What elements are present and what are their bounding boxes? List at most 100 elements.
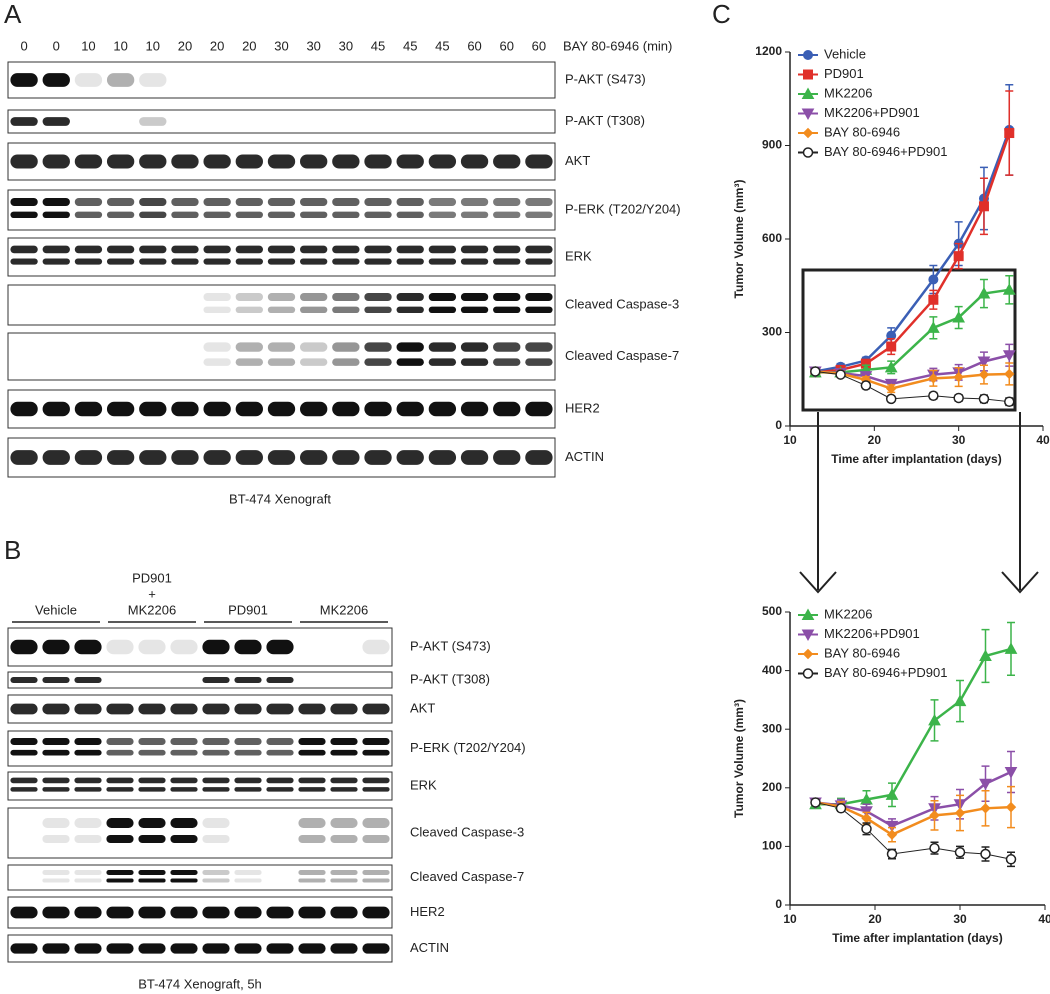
band	[364, 245, 392, 254]
band	[267, 154, 296, 169]
band	[332, 245, 360, 254]
band	[74, 878, 102, 883]
group-label: PD901	[228, 602, 268, 617]
band	[364, 342, 392, 352]
band	[234, 676, 262, 684]
y-axis-label: Tumor Volume (mm³)	[732, 180, 746, 299]
band	[10, 676, 38, 684]
band	[298, 738, 326, 745]
band	[364, 198, 392, 206]
zoom-box	[801, 268, 1017, 412]
band	[139, 154, 167, 169]
band	[171, 401, 199, 417]
band	[362, 906, 390, 919]
x-tick-label: 20	[868, 912, 882, 926]
legend-label: MK2206+PD901	[824, 626, 920, 641]
band	[460, 211, 489, 218]
blot-frame	[7, 730, 393, 767]
band	[267, 258, 296, 265]
y-tick-label: 100	[762, 839, 782, 853]
band	[42, 639, 70, 655]
marker	[802, 127, 814, 139]
band	[330, 703, 358, 715]
band	[138, 906, 166, 919]
band	[525, 306, 553, 313]
band	[42, 245, 70, 254]
band	[300, 293, 328, 301]
band	[362, 870, 390, 875]
marker	[801, 87, 815, 99]
band	[74, 749, 102, 756]
band	[364, 401, 392, 417]
band	[42, 870, 70, 875]
band	[74, 73, 103, 87]
marker	[1004, 642, 1018, 654]
band	[300, 306, 328, 313]
group-label: +	[148, 586, 156, 601]
marker	[1005, 801, 1017, 813]
y-tick-label: 900	[762, 138, 782, 152]
band	[138, 878, 166, 883]
lane-label: 30	[306, 38, 320, 53]
band	[234, 906, 262, 919]
y-tick-label: 400	[762, 663, 782, 677]
band	[460, 450, 489, 465]
band	[428, 306, 457, 313]
band	[170, 787, 198, 792]
band	[42, 154, 70, 169]
lane-label: 45	[403, 38, 417, 53]
band	[298, 703, 326, 715]
band	[42, 703, 70, 715]
y-tick-label: 500	[762, 604, 782, 618]
band	[10, 738, 38, 745]
band	[138, 639, 166, 655]
marker	[835, 369, 846, 380]
band	[74, 870, 102, 875]
band	[460, 306, 489, 313]
band	[332, 293, 360, 301]
band	[42, 258, 70, 265]
lane-label: 10	[146, 38, 160, 53]
band	[203, 154, 231, 169]
marker	[977, 287, 991, 299]
band	[362, 738, 390, 745]
band	[74, 401, 103, 417]
marker	[928, 373, 939, 384]
band	[10, 245, 38, 254]
band	[332, 450, 360, 465]
band	[493, 198, 521, 206]
panel-letter: A	[4, 0, 22, 29]
band	[234, 943, 262, 954]
band	[235, 358, 263, 366]
band	[74, 154, 103, 169]
band	[10, 211, 38, 218]
marker	[1002, 350, 1016, 362]
band	[139, 401, 167, 417]
marker	[953, 392, 964, 404]
band	[10, 117, 38, 126]
x-axis-label: Time after implantation (days)	[831, 452, 1001, 466]
band	[493, 342, 521, 352]
legend-label: MK2206+PD901	[824, 105, 920, 120]
band	[10, 906, 38, 919]
marker	[802, 648, 814, 660]
band	[139, 258, 167, 265]
row-label: P-AKT (T308)	[565, 113, 645, 128]
marker	[928, 294, 939, 305]
series-line	[815, 132, 1011, 374]
lane-label: 30	[339, 38, 353, 53]
marker	[978, 393, 990, 405]
band	[171, 245, 199, 254]
band	[330, 787, 358, 792]
band	[202, 777, 230, 784]
marker	[803, 69, 813, 80]
legend-label: MK2206	[824, 85, 872, 100]
band	[428, 245, 457, 254]
band	[396, 258, 424, 265]
lane-label: 0	[20, 38, 27, 53]
band	[74, 906, 102, 919]
row-label: P-AKT (S473)	[565, 71, 646, 86]
band	[74, 787, 102, 792]
marker	[803, 50, 813, 60]
marker	[1004, 766, 1018, 779]
